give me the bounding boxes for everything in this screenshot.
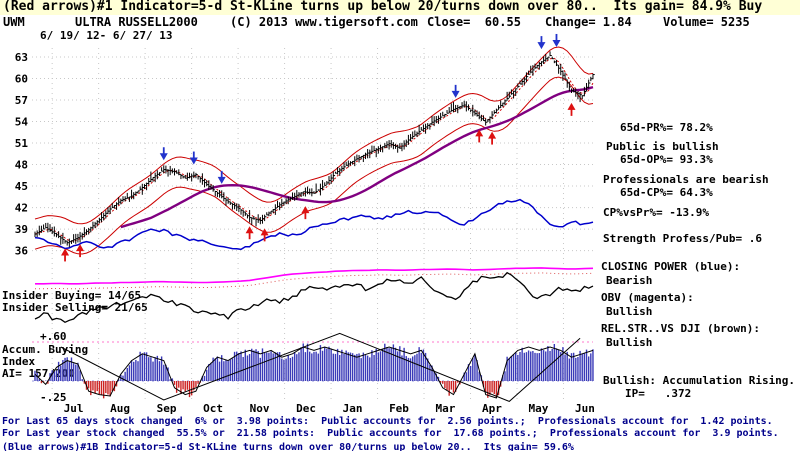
obv-label: OBV (magenta):: [601, 291, 694, 304]
footer-clipped-line: (Blue arrows)#1B Indicator=5-d St-KLine …: [2, 442, 574, 451]
svg-text:48: 48: [15, 159, 28, 172]
svg-text:Oct: Oct: [203, 402, 223, 415]
accum-buying-label: Accum. Buying: [2, 343, 89, 356]
svg-text:39: 39: [15, 223, 28, 236]
closing-power-state: Bearish: [606, 274, 653, 287]
strength-ratio-label: Strength Profess/Pub= .6: [603, 232, 762, 245]
obv-state: Bullish: [606, 305, 653, 318]
copyright-text: (C) 2013 www.tigersoft.com: [230, 15, 418, 29]
change-value: Change= 1.84: [545, 15, 632, 29]
svg-text:Nov: Nov: [250, 402, 270, 415]
svg-text:57: 57: [15, 94, 28, 107]
svg-text:54: 54: [15, 116, 29, 129]
svg-text:Apr: Apr: [482, 402, 502, 415]
svg-text:Aug: Aug: [110, 402, 130, 415]
svg-text:60: 60: [15, 73, 28, 86]
footer-stats-year: For Last year stock changed 55.5% or 21.…: [2, 428, 779, 439]
cp-vs-pr-label: CP%vsPr%= -13.9%: [603, 206, 709, 219]
ticker-symbol: UWM: [3, 15, 25, 29]
svg-text:42: 42: [15, 202, 28, 215]
indicator-banner: (Red arrows)#1 Indicator=5-d St-KLine tu…: [0, 0, 800, 15]
relstr-state: Bullish: [606, 336, 653, 349]
public-sentiment: Public is bullish: [606, 140, 719, 153]
svg-text:Dec: Dec: [296, 402, 316, 415]
svg-text:63: 63: [15, 51, 28, 64]
accum-index-label: Index: [2, 355, 36, 368]
svg-text:Mar: Mar: [436, 402, 456, 415]
footer-stats-65d: For Last 65 days stock changed 6% or 3.9…: [2, 416, 773, 427]
svg-text:Sep: Sep: [157, 402, 177, 415]
svg-text:45: 45: [15, 180, 28, 193]
professional-sentiment: Professionals are bearish: [603, 173, 769, 186]
insider-buying-label: Insider Buying= 14/65: [2, 289, 142, 302]
accumulation-state: Bullish: Accumulation Rising.: [603, 374, 796, 387]
ai-scale-top: +.60: [40, 330, 67, 343]
svg-text:Jun: Jun: [575, 402, 595, 415]
close-value: Close= 60.55: [427, 15, 521, 29]
security-name: ULTRA RUSSELL2000: [75, 15, 198, 29]
volume-value: Volume= 5235: [663, 15, 750, 29]
svg-text:May: May: [529, 402, 549, 415]
relstr-label: REL.STR..VS DJI (brown):: [601, 322, 760, 335]
ip-value-label: IP= .372: [625, 387, 692, 400]
svg-text:Jul: Jul: [64, 402, 84, 415]
svg-text:36: 36: [15, 245, 29, 258]
closing-power-label: CLOSING POWER (blue):: [601, 260, 741, 273]
svg-text:51: 51: [15, 137, 29, 150]
svg-text:Feb: Feb: [389, 402, 409, 415]
op-percent-label: 65d-OP%= 93.3%: [620, 153, 713, 166]
pr-percent-label: 65d-PR%= 78.2%: [620, 121, 713, 134]
date-range: 6/ 19/ 12- 6/ 27/ 13: [40, 29, 173, 42]
ai-scale-bottom: -.25: [40, 391, 67, 404]
svg-text:Jan: Jan: [343, 402, 363, 415]
cp-percent-label: 65d-CP%= 64.3%: [620, 186, 713, 199]
